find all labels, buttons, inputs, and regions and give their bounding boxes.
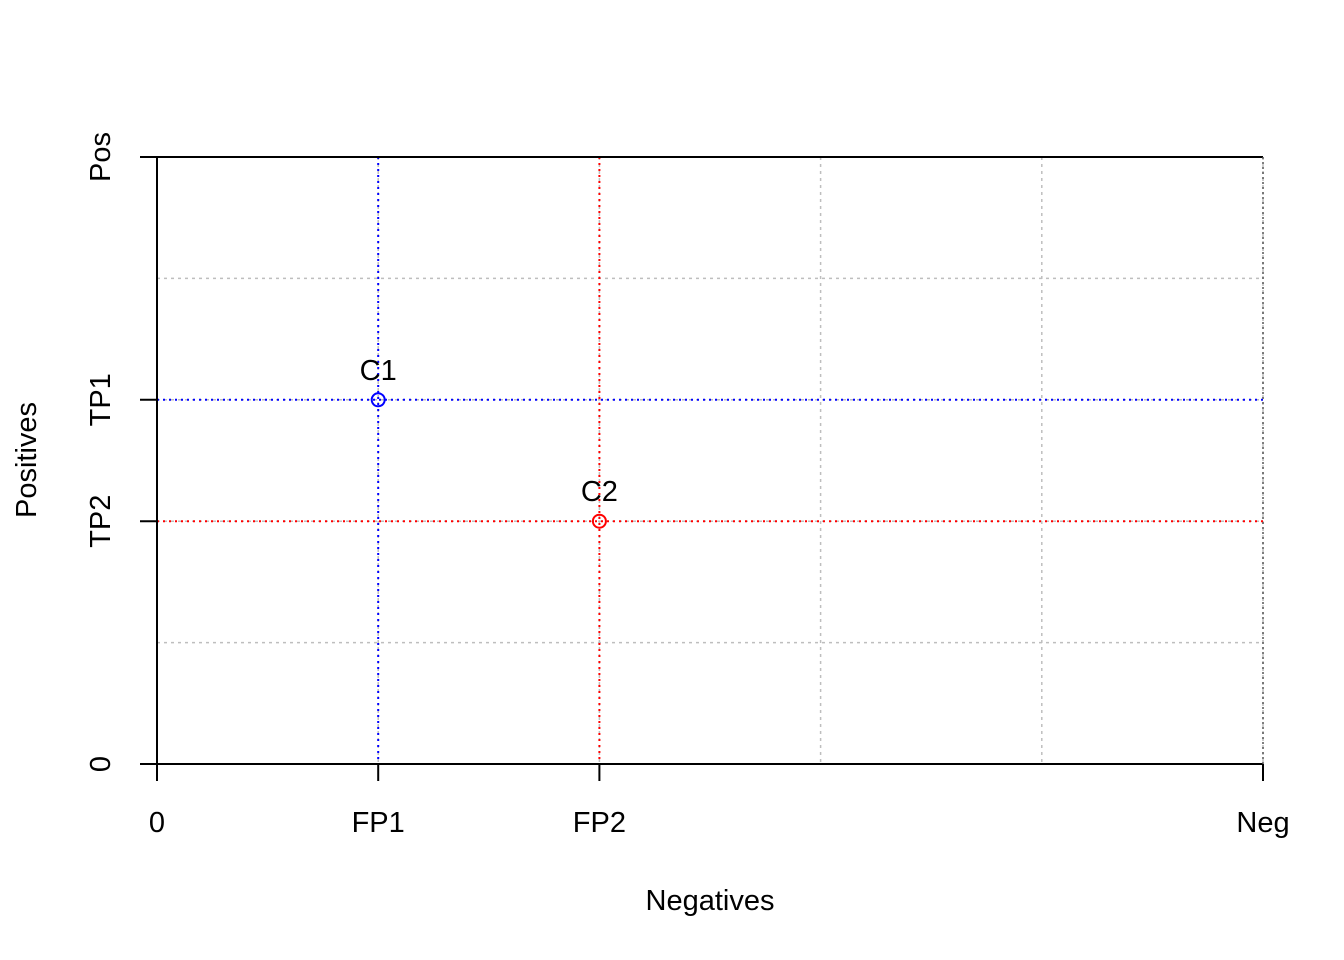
y-tick-label-pos: Pos (85, 132, 117, 182)
y-tick-label-tp1: TP1 (85, 373, 117, 426)
grid-lines (157, 156, 1264, 764)
point-guide-lines (157, 157, 1263, 764)
x-axis-title: Negatives (646, 885, 775, 917)
y-tick-label-tp2: TP2 (85, 495, 117, 548)
y-axis-title: Positives (11, 402, 43, 518)
point-c1 (370, 392, 386, 408)
x-tick-label-fp1: FP1 (352, 807, 405, 839)
point-label-c1: C1 (360, 355, 397, 387)
point-label-c2: C2 (581, 476, 618, 508)
y-tick-label-0: 0 (85, 756, 117, 772)
x-tick-label-fp2: FP2 (573, 807, 626, 839)
x-tick-label-0: 0 (149, 807, 165, 839)
data-points: C1 C2 (360, 355, 618, 529)
x-tick-label-neg: Neg (1236, 807, 1289, 839)
axes (156, 156, 1264, 765)
point-c2 (591, 513, 607, 529)
axis-ticks: 0 FP1 FP2 Neg 0 TP2 TP1 Pos (85, 132, 1290, 839)
